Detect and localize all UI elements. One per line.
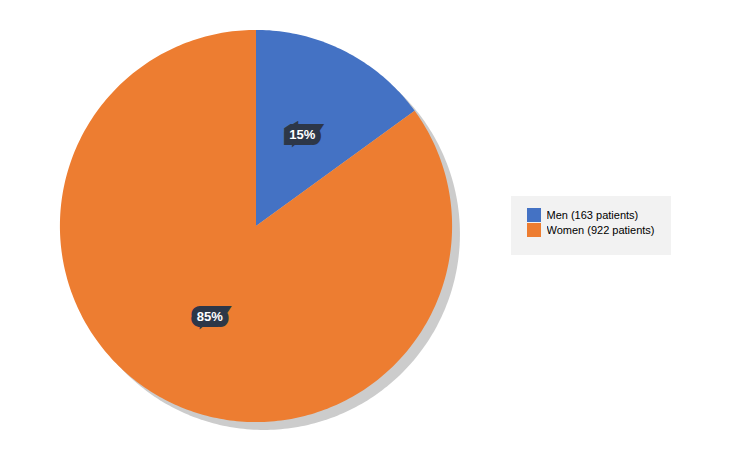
svg-text:85%: 85% (197, 309, 223, 324)
html-text:Men (163 patients): Men (163 patients) (546, 208, 639, 221)
svg-text:15%: 15% (289, 127, 315, 142)
html-text:Women (922 patients): Women (922 patients) (546, 223, 655, 236)
